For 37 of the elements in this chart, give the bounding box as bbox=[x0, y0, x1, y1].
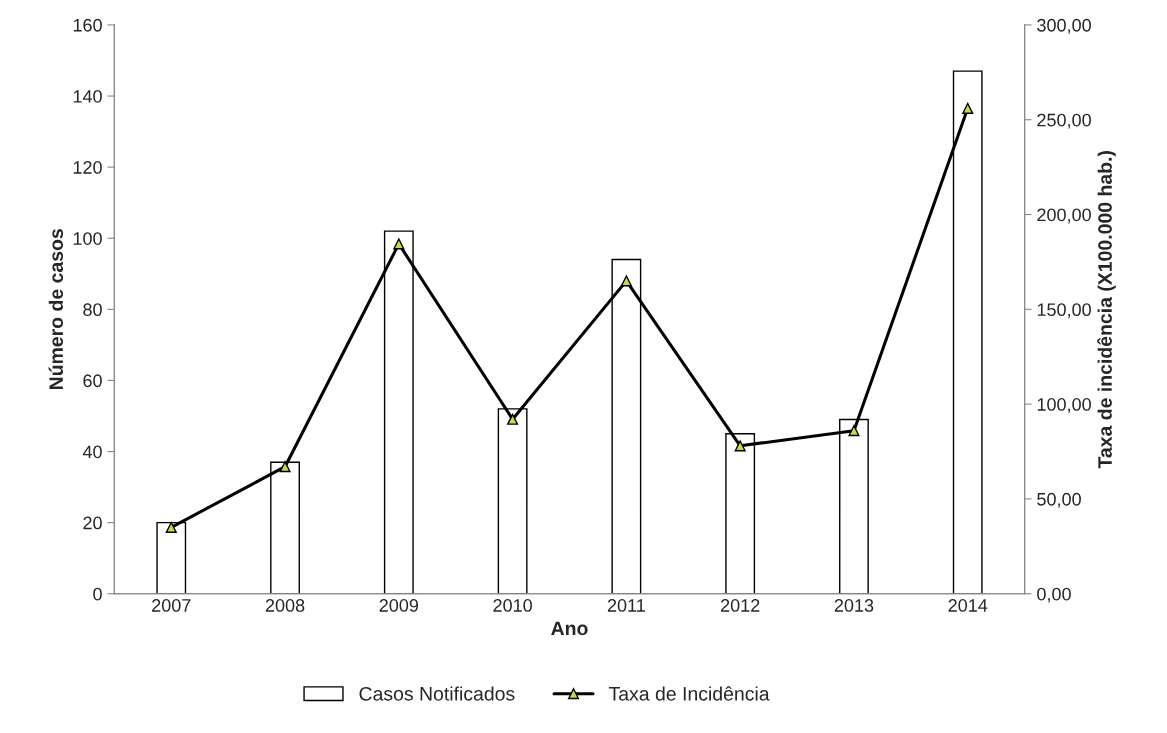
y2-tick-label: 150,00 bbox=[1037, 303, 1091, 319]
y-tick-label: 140 bbox=[73, 89, 102, 103]
x-tick-label: 2010 bbox=[493, 599, 532, 612]
y2-tick-label: 300,00 bbox=[1037, 18, 1091, 34]
y-axis-title: Número de casos bbox=[48, 229, 64, 390]
legend-label: Casos Notificados bbox=[359, 686, 515, 701]
point bbox=[734, 440, 746, 452]
y-tick-label: 120 bbox=[73, 161, 102, 174]
point bbox=[962, 102, 974, 114]
legend-label: Taxa de Incidência bbox=[608, 686, 770, 701]
y-tick-label: 80 bbox=[83, 303, 102, 317]
y2-tick-label: 250,00 bbox=[1037, 113, 1091, 129]
x-tick-label: 2013 bbox=[834, 599, 874, 612]
point bbox=[165, 521, 177, 533]
point bbox=[620, 275, 632, 287]
y2-tick-label: 0,00 bbox=[1037, 587, 1071, 603]
x-tick-label: 2011 bbox=[607, 599, 645, 612]
y2-tick-label: 100,00 bbox=[1037, 398, 1091, 413]
x-tick-label: 2014 bbox=[948, 599, 988, 612]
y-tick-label: 60 bbox=[83, 374, 102, 388]
y2-tick-label: 200,00 bbox=[1037, 208, 1091, 224]
x-tick-label: 2008 bbox=[265, 599, 305, 612]
y-tick-label: 160 bbox=[73, 18, 102, 32]
y-tick-label: 20 bbox=[83, 516, 102, 530]
y-tick-label: 40 bbox=[82, 445, 102, 459]
point bbox=[279, 461, 291, 473]
y2-axis-title: Taxa de incidência (X100.000 hab.) bbox=[1097, 151, 1116, 469]
y-tick-label: 100 bbox=[73, 232, 102, 245]
point bbox=[507, 413, 519, 425]
y-tick-label: 0 bbox=[93, 587, 102, 601]
point bbox=[393, 238, 405, 250]
x-tick-label: 2009 bbox=[379, 599, 419, 612]
x-tick-label: 2012 bbox=[721, 599, 760, 612]
point bbox=[848, 425, 860, 437]
x-tick-label: 2007 bbox=[152, 599, 191, 612]
x-axis-title: Ano bbox=[551, 621, 588, 636]
y2-tick-label: 50,00 bbox=[1037, 492, 1081, 508]
